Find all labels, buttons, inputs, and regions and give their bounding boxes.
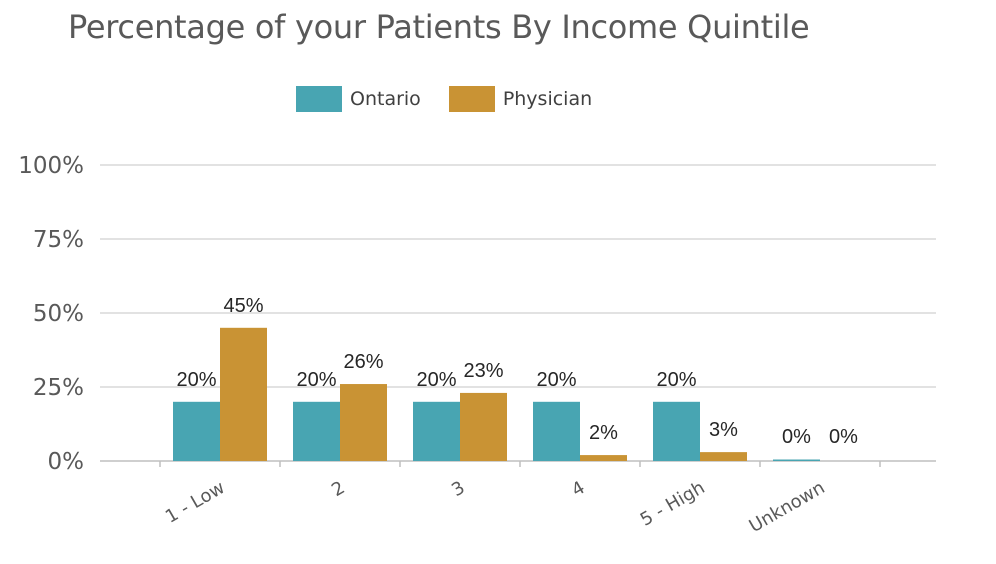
- x-tick-label: 1 - Low: [162, 477, 229, 528]
- chart-title: Percentage of your Patients By Income Qu…: [68, 8, 810, 46]
- legend-swatch-physician: [448, 86, 495, 112]
- x-tick-label: 5 - High: [637, 477, 709, 531]
- bar-ontario: [773, 459, 820, 461]
- y-tick-label: 75%: [33, 227, 84, 253]
- y-tick-label: 0%: [48, 449, 85, 475]
- legend-item-ontario: Ontario: [296, 86, 421, 112]
- x-tick-label: 2: [328, 477, 348, 501]
- data-label-ontario: 20%: [176, 369, 216, 391]
- data-label-physician: 26%: [343, 351, 383, 373]
- bar-physician: [700, 452, 747, 461]
- data-label-physician: 3%: [709, 419, 738, 441]
- data-label-physician: 45%: [223, 295, 263, 317]
- data-label-ontario: 20%: [416, 369, 456, 391]
- bar-ontario: [413, 401, 460, 461]
- bar-ontario: [173, 401, 220, 461]
- data-label-ontario: 0%: [782, 426, 811, 448]
- y-tick-label: 50%: [33, 301, 84, 327]
- legend-label-ontario: Ontario: [350, 88, 421, 110]
- x-tick-label: 3: [448, 477, 468, 501]
- legend-item-physician: Physician: [448, 86, 593, 112]
- x-tick-label: Unknown: [746, 477, 829, 537]
- bar-ontario: [653, 401, 700, 461]
- bar-ontario: [533, 401, 580, 461]
- data-label-physician: 23%: [463, 360, 503, 382]
- x-tick-label: 4: [568, 477, 588, 501]
- bar-physician: [580, 455, 627, 461]
- legend-swatch-ontario: [296, 86, 342, 112]
- bar-ontario: [293, 401, 340, 461]
- legend-label-physician: Physician: [502, 88, 593, 110]
- bar-physician: [460, 392, 507, 461]
- chart-legend: Ontario Physician: [296, 86, 620, 112]
- data-label-ontario: 20%: [536, 369, 576, 391]
- y-tick-label: 25%: [33, 375, 84, 401]
- y-tick-label: 100%: [18, 153, 84, 179]
- data-label-physician: 2%: [589, 422, 618, 444]
- data-label-physician: 0%: [829, 426, 858, 448]
- data-label-ontario: 20%: [296, 369, 336, 391]
- bar-physician: [340, 384, 387, 461]
- bar-physician: [220, 327, 267, 461]
- data-label-ontario: 20%: [656, 369, 696, 391]
